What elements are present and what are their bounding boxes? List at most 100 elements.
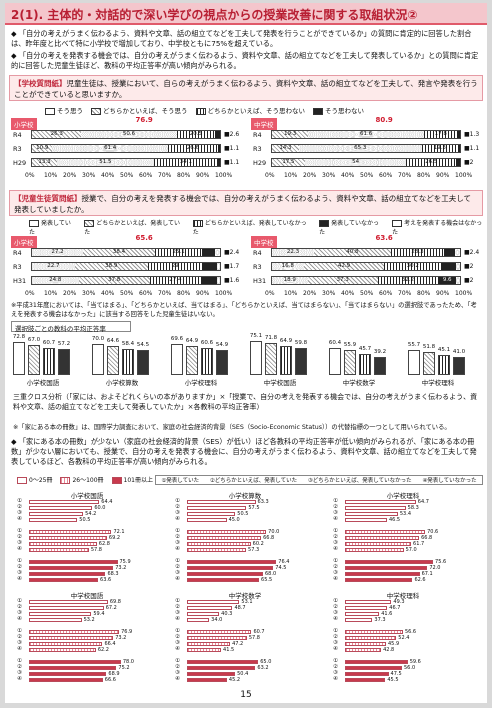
page-title: 2(1). 主体的・対話的で深い学びの視点からの授業改善に関する取組状況② [11, 8, 418, 22]
panel3-choice-label: ① [175, 658, 180, 664]
panel3-choice-label: ④ [175, 576, 180, 582]
panel3-choice-label: ③ [333, 510, 338, 516]
chart1-segment: 19.3 [421, 145, 458, 152]
mini-value: 59.8 [294, 340, 308, 347]
chart2-xtick: 60% [139, 290, 153, 297]
panel3-choice-label: ① [17, 498, 22, 504]
panel3-bar [29, 618, 82, 622]
chart1-row-label: R4 [13, 131, 22, 139]
chart1-segment: 26.3 [32, 131, 82, 138]
panel3-bar [187, 578, 260, 582]
section2-box: 【児童生徒質問紙】授業で、自分の考えを発表する機会では、自分の考えがうまく伝わる… [9, 190, 483, 216]
panel3-choice-label: ② [175, 604, 180, 610]
panel3-bar [345, 600, 392, 604]
panel3-bar [29, 530, 112, 534]
chart1-xtick: 40% [101, 172, 115, 179]
panel3-value: 59.6 [409, 659, 421, 665]
mini-bar [374, 357, 386, 375]
panel3-value: 47.5 [390, 671, 402, 677]
chart2-xtick: 40% [101, 290, 115, 297]
panel3-choice-label: ① [333, 598, 338, 604]
mini-bar [122, 348, 134, 375]
panel3-bar [345, 566, 428, 570]
mini-bar [201, 347, 213, 375]
chart1-xtick: 40% [341, 172, 355, 179]
panel3-choice-label: ④ [333, 516, 338, 522]
panel3-choice-label: ③ [17, 640, 22, 646]
panel3-value: 53.2 [83, 617, 95, 623]
panel3-value: 50.5 [79, 517, 91, 523]
panel3-value: 66.6 [104, 677, 116, 683]
panel3-value: 57.0 [405, 547, 417, 553]
chart1-segment: 14.3 [272, 145, 299, 152]
panel3-bar [345, 560, 434, 564]
bullet-2: ◆ 「自分の考えを発表する機会では、自分の考えがうまく伝わるよう、資料や文章、話… [11, 51, 479, 70]
chart1-segment [456, 159, 460, 166]
cross-note: ※「家にある本の冊数」は、国際学力調査において、家庭の社会経済的背景（SES（S… [13, 424, 451, 431]
panel3-choice-label: ④ [333, 616, 338, 622]
chart1-segment: 26.6 [167, 145, 218, 152]
panel3-value: 75.2 [118, 665, 130, 671]
chart2-row-label: R3 [253, 263, 262, 271]
panel3-value: 68.0 [265, 571, 277, 577]
panel3-value: 50.5 [237, 511, 249, 517]
panel3-choice-label: ② [333, 534, 338, 540]
panel3-value: 57.3 [248, 547, 260, 553]
mini-value: 55.7 [407, 341, 421, 348]
panel3-choice-label: ① [333, 528, 338, 534]
panel3-bar [29, 648, 96, 652]
legend1: そう思う どちらかといえば、そう思う どちらかといえば、そう思わない そう思わな… [45, 105, 364, 115]
chart2-segment: 29 [147, 263, 203, 270]
panel3-choice-label: ④ [17, 646, 22, 652]
panel3-choice-label: ④ [17, 616, 22, 622]
chart2-segment: 9.6 [438, 277, 457, 284]
panel3-choice-label: ① [333, 498, 338, 504]
mini-value: 57.2 [57, 341, 71, 348]
panel3-value: 53.4 [399, 511, 412, 517]
chart2-segment [201, 277, 217, 284]
chart2-bar-row: 24.8 37.8 27.4 [31, 276, 221, 285]
panel3-value: 76.9 [121, 629, 133, 635]
panel3-choice-label: ② [333, 604, 338, 610]
panel3-title: 小学校理科 [386, 492, 420, 500]
panel3-value: 45.2 [228, 677, 241, 683]
mini-bar [359, 354, 371, 375]
panel3-bar [345, 630, 403, 634]
panel3-bar [345, 542, 412, 546]
chart2-tail-value: ■2 [464, 277, 474, 284]
chart1-segment [217, 145, 220, 152]
panel3-choice-label: ② [175, 664, 180, 670]
panel3-bar [187, 600, 240, 604]
panel3-bar [187, 560, 277, 564]
chart1-row-label: R3 [253, 145, 262, 153]
chart2-segment: 27.4 [149, 277, 202, 284]
chart1-segment: 34.1 [153, 159, 218, 166]
subhead: 選択肢ごとの教科の平均正答率 [11, 321, 131, 333]
mini-value: 54.5 [136, 342, 150, 349]
chart2-row-label: H31 [253, 277, 267, 285]
chart2-bar-row: 16.8 42.9 30.2 [271, 262, 461, 271]
panel3-value: 57.5 [248, 505, 260, 511]
mini-value: 54.9 [215, 342, 229, 349]
panel3-choice-label: ④ [175, 676, 180, 682]
panel3-bar [29, 678, 103, 682]
mini-caption: 小学校理科 [184, 379, 218, 387]
panel3-choice-label: ② [17, 604, 22, 610]
chart2-segment: 30.2 [384, 263, 442, 270]
mini-value: 45.1 [437, 346, 451, 353]
panel3-value: 62.6 [414, 577, 426, 583]
chart2-segment [456, 263, 460, 270]
panel3-bar [187, 648, 222, 652]
mini-value: 55.9 [343, 341, 357, 348]
panel3-choice-label: ④ [17, 516, 22, 522]
panel3-bar [345, 606, 388, 610]
mini-value: 69.6 [170, 335, 184, 342]
chart2-xtick: 40% [341, 290, 355, 297]
panel3-choice-label: ② [333, 564, 338, 570]
chart2-xtick: 100% [455, 290, 473, 297]
chart1-xtick: 20% [303, 172, 317, 179]
panel3-bar [187, 530, 267, 534]
mini-value: 67.0 [27, 336, 41, 343]
panel3-bar [29, 506, 93, 510]
panel3-bar [29, 566, 114, 570]
